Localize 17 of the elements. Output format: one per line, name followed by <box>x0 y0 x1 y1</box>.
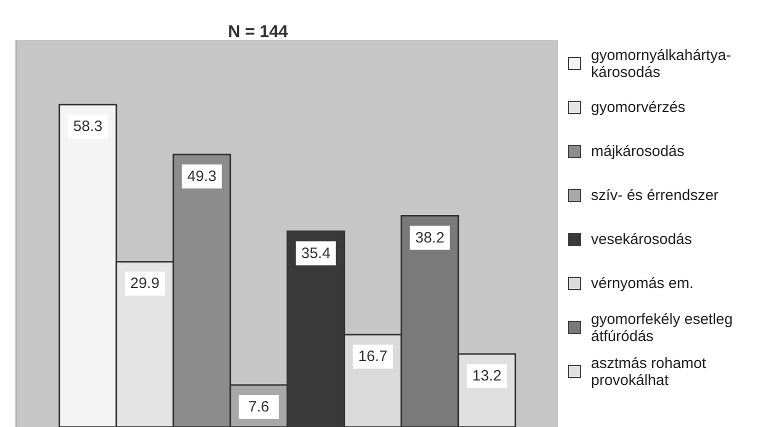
legend-label: gyomornyálkahártya-károsodás <box>591 46 732 80</box>
legend-label: gyomorfekély esetleg átfúródás <box>591 310 734 344</box>
data-label: 35.4 <box>301 244 330 262</box>
data-label: 16.7 <box>358 348 388 366</box>
data-label: 58.3 <box>73 118 102 136</box>
chart-title: N = 144 <box>226 22 289 42</box>
legend-label: májkárosodás <box>591 143 686 160</box>
data-label: 29.9 <box>130 275 160 292</box>
legend-label: vérnyomás em. <box>591 275 695 292</box>
legend-label: asztmás rohamot provokálhat <box>591 354 708 388</box>
data-label: 38.2 <box>415 229 444 246</box>
data-label: 7.6 <box>248 398 270 416</box>
data-label: 13.2 <box>472 368 502 385</box>
data-label: 49.3 <box>187 168 216 185</box>
legend-label: gyomorvérzés <box>591 99 686 116</box>
legend-label: szív- és érrendszer <box>591 187 720 204</box>
legend-label: vesekárosodás <box>591 231 693 248</box>
